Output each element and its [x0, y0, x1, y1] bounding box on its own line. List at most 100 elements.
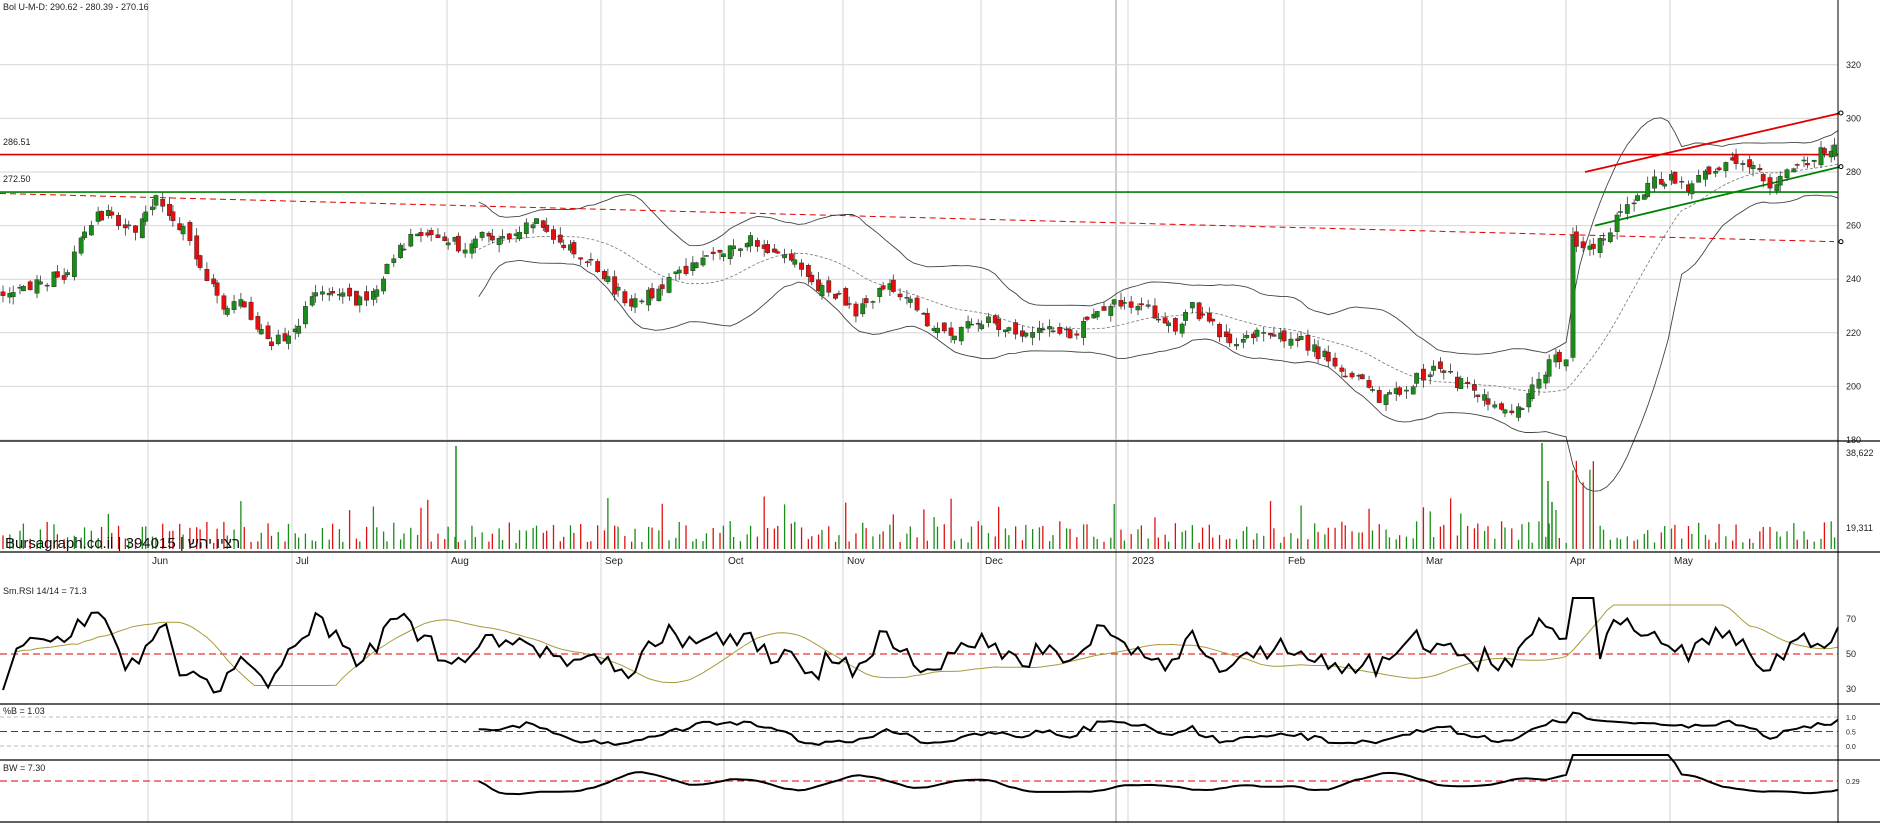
candle-down	[1172, 318, 1178, 332]
candle-down	[265, 325, 271, 340]
candle-down	[1074, 333, 1080, 336]
candle-down	[1325, 351, 1331, 362]
candle-down	[1590, 243, 1596, 249]
candle-down	[863, 298, 869, 304]
candle-up	[1492, 404, 1498, 408]
candle-up	[1189, 302, 1195, 309]
candle-down	[1271, 334, 1277, 337]
support-level-label: 272.50	[3, 174, 31, 184]
price-tick-label: 240	[1846, 274, 1861, 284]
volume-tick-mid: 19,311	[1846, 523, 1873, 533]
candle-up	[1410, 386, 1416, 395]
candle-up	[462, 249, 468, 254]
candle-up	[1645, 182, 1651, 197]
candle-down	[846, 303, 852, 305]
candle-down	[1200, 313, 1205, 316]
candle-up	[34, 279, 40, 294]
candle-up	[180, 226, 186, 235]
candle-up	[877, 288, 883, 297]
candle-up	[1652, 176, 1657, 189]
candle-up	[1261, 332, 1267, 334]
candle-down	[853, 303, 859, 317]
price-tick-label: 320	[1846, 60, 1861, 70]
candle-down	[1465, 381, 1471, 384]
candle-down	[1733, 155, 1739, 164]
month-label: Dec	[985, 556, 1003, 567]
candle-up	[1135, 306, 1141, 311]
trendline-end-marker	[1838, 110, 1844, 116]
candle-up	[1370, 389, 1375, 391]
candle-down	[364, 291, 370, 301]
candle-down	[1349, 372, 1355, 378]
resistance-level-label: 286.51	[3, 137, 31, 147]
candle-down	[418, 232, 424, 236]
candle-down	[602, 270, 607, 280]
candle-up	[1240, 339, 1246, 343]
month-label: Oct	[728, 556, 744, 567]
candle-down	[771, 248, 777, 253]
candle-down	[996, 318, 1002, 330]
candle-down	[1332, 357, 1338, 367]
candle-down	[221, 295, 227, 310]
candle-up	[935, 327, 940, 333]
candle-up	[1414, 372, 1420, 384]
candle-down	[1706, 166, 1712, 175]
percent-b-panel: 1.0 0.5 0.0	[0, 711, 1856, 751]
candle-down	[1580, 241, 1586, 249]
candle-down	[1138, 303, 1144, 306]
candle-down	[99, 210, 104, 221]
candle-down	[1227, 333, 1233, 344]
candle-down	[506, 233, 512, 240]
candle-down	[649, 288, 655, 299]
candle-up	[472, 238, 478, 248]
candle-up	[1601, 238, 1606, 241]
price-tick-label: 220	[1846, 328, 1861, 338]
month-label: Jun	[152, 556, 168, 567]
candle-down	[1155, 318, 1161, 321]
candle-up	[37, 281, 43, 285]
rising-red-trendline	[1584, 112, 1842, 173]
candle-up	[704, 255, 709, 257]
rsi-tick-label: 30	[1846, 684, 1856, 694]
candle-up	[1740, 163, 1746, 165]
candle-up	[748, 235, 753, 247]
candle-down	[557, 234, 563, 243]
rsi-tick-label: 70	[1846, 614, 1856, 624]
candle-down	[588, 258, 594, 261]
candle-down	[197, 255, 203, 268]
candle-up	[1529, 384, 1535, 399]
candle-down	[1067, 329, 1073, 339]
candle-up	[1818, 147, 1824, 166]
candle-up	[1696, 175, 1702, 183]
candle-up	[986, 316, 991, 323]
candle-down	[948, 327, 954, 336]
candle-up	[20, 285, 26, 292]
candle-up	[88, 225, 94, 236]
trendline-end-marker	[1838, 239, 1844, 245]
candle-up	[1244, 334, 1250, 339]
candle-up	[391, 258, 397, 263]
candle-down	[561, 244, 567, 248]
candle-up	[1006, 327, 1012, 331]
candle-up	[952, 335, 957, 341]
candle-down	[455, 235, 461, 252]
candle-up	[1635, 195, 1640, 201]
candle-up	[258, 328, 264, 335]
candle-up	[1536, 378, 1542, 389]
candle-up	[1431, 365, 1437, 371]
candle-down	[1475, 394, 1481, 397]
candle-down	[1040, 328, 1046, 331]
candle-up	[1094, 311, 1100, 318]
month-label: Sep	[605, 556, 623, 567]
candle-up	[1784, 169, 1790, 178]
candle-up	[1597, 238, 1603, 253]
candle-down	[1441, 370, 1447, 373]
candle-up	[530, 224, 536, 229]
candle-up	[1526, 393, 1532, 408]
candle-up	[860, 303, 866, 315]
candle-up	[1427, 374, 1433, 378]
trendline-end-marker	[1838, 164, 1844, 170]
candle-down	[975, 322, 981, 325]
candle-down	[788, 253, 794, 261]
rsi-line	[2, 597, 1839, 694]
